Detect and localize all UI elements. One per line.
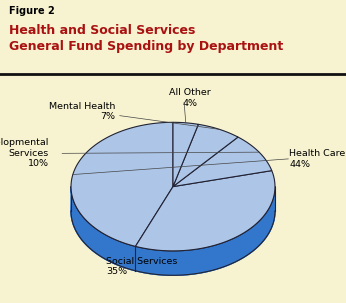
Text: Figure 2: Figure 2 — [9, 6, 54, 16]
Text: Health Care Services
44%: Health Care Services 44% — [289, 149, 346, 168]
Text: Social Services
35%: Social Services 35% — [107, 257, 178, 276]
Polygon shape — [173, 137, 272, 187]
Text: Mental Health
7%: Mental Health 7% — [49, 102, 115, 121]
Text: Developmental
Services
10%: Developmental Services 10% — [0, 138, 49, 168]
Polygon shape — [173, 124, 238, 187]
Polygon shape — [71, 187, 275, 275]
Polygon shape — [135, 171, 275, 251]
Text: All Other
4%: All Other 4% — [169, 88, 210, 108]
Polygon shape — [71, 147, 275, 275]
Polygon shape — [71, 122, 173, 246]
Text: Health and Social Services
General Fund Spending by Department: Health and Social Services General Fund … — [9, 24, 283, 53]
Polygon shape — [173, 122, 198, 187]
